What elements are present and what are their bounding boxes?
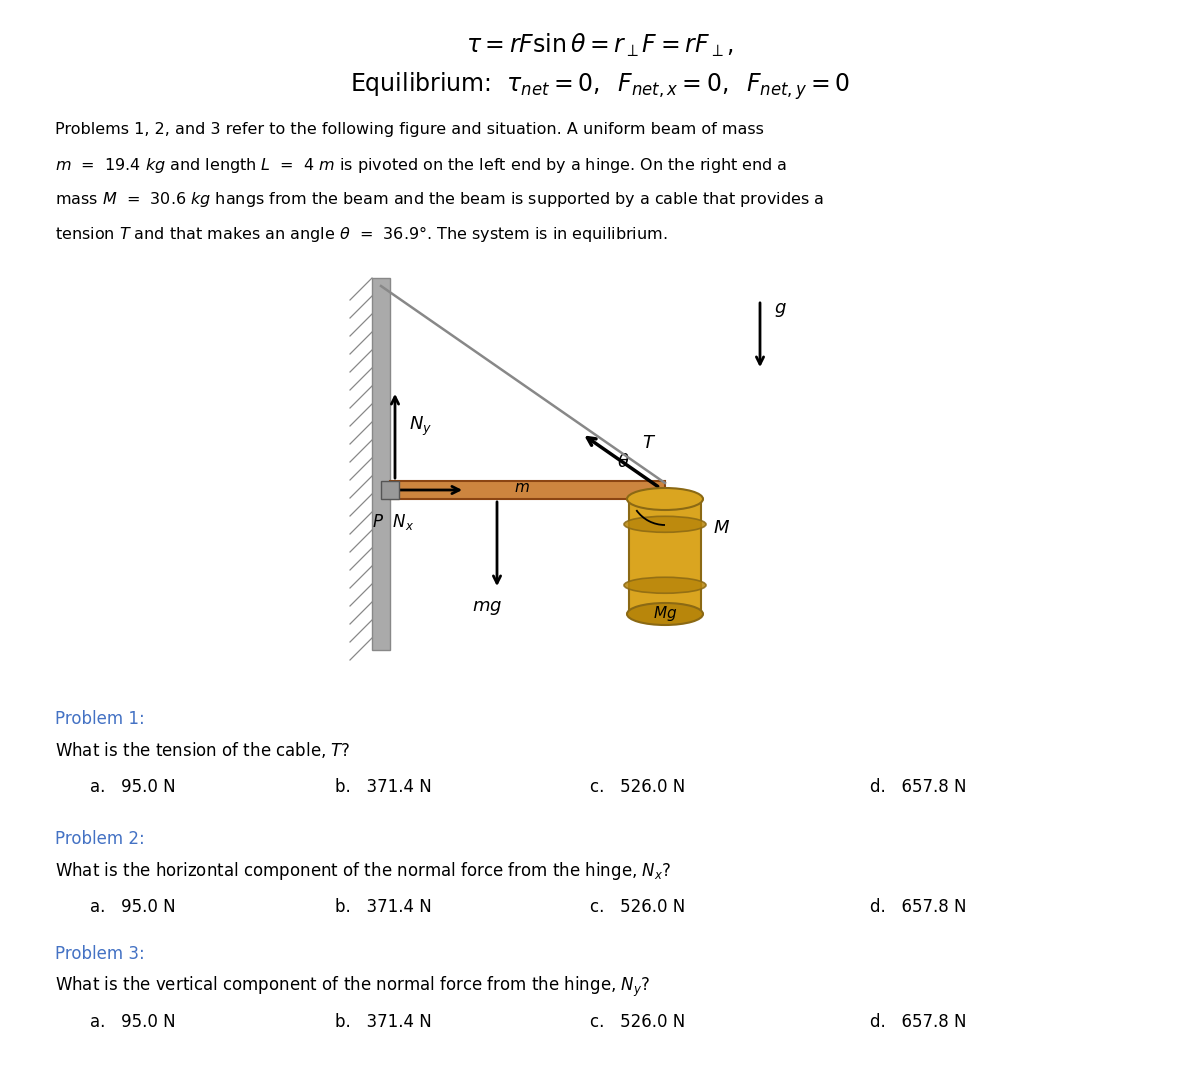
Bar <box>372 278 390 651</box>
Text: b.   371.4 N: b. 371.4 N <box>335 778 432 796</box>
Text: a.   95.0 N: a. 95.0 N <box>90 778 175 796</box>
Text: $m$  =  19.4 $kg$ and length $L$  =  4 $m$ is pivoted on the left end by a hinge: $m$ = 19.4 $kg$ and length $L$ = 4 $m$ i… <box>55 156 787 174</box>
Text: What is the vertical component of the normal force from the hinge, $N_y$?: What is the vertical component of the no… <box>55 975 650 999</box>
Text: Problem 2:: Problem 2: <box>55 830 145 848</box>
Text: $\tau = rF\sin\theta = r_{\perp}F = rF_{\perp},$: $\tau = rF\sin\theta = r_{\perp}F = rF_{… <box>466 32 734 59</box>
Text: $\theta$: $\theta$ <box>617 453 629 471</box>
Bar <box>390 481 665 499</box>
Text: Equilibrium:  $\tau_{net} = 0,\;\; F_{net,x} = 0,\;\; F_{net,y} = 0$: Equilibrium: $\tau_{net} = 0,\;\; F_{net… <box>350 70 850 101</box>
Ellipse shape <box>628 488 703 510</box>
Text: $m$: $m$ <box>514 480 530 495</box>
Text: $Mg$: $Mg$ <box>653 604 677 623</box>
Ellipse shape <box>624 577 706 593</box>
Text: c.   526.0 N: c. 526.0 N <box>590 898 685 917</box>
Text: $g$: $g$ <box>774 300 787 319</box>
Text: c.   526.0 N: c. 526.0 N <box>590 778 685 796</box>
Text: b.   371.4 N: b. 371.4 N <box>335 898 432 917</box>
Text: d.   657.8 N: d. 657.8 N <box>870 1013 966 1031</box>
Text: a.   95.0 N: a. 95.0 N <box>90 1013 175 1031</box>
Text: What is the tension of the cable, $T$?: What is the tension of the cable, $T$? <box>55 740 350 760</box>
Text: tension $T$ and that makes an angle $\theta$  =  36.9°. The system is in equilib: tension $T$ and that makes an angle $\th… <box>55 224 667 244</box>
Ellipse shape <box>624 516 706 532</box>
Text: c.   526.0 N: c. 526.0 N <box>590 1013 685 1031</box>
Text: $P$  $N_x$: $P$ $N_x$ <box>372 512 414 532</box>
Text: What is the horizontal component of the normal force from the hinge, $N_x$?: What is the horizontal component of the … <box>55 861 671 882</box>
Text: Problems 1, 2, and 3 refer to the following figure and situation. A uniform beam: Problems 1, 2, and 3 refer to the follow… <box>55 122 764 137</box>
Text: d.   657.8 N: d. 657.8 N <box>870 898 966 917</box>
Text: $T$: $T$ <box>642 434 656 452</box>
Text: Problem 1:: Problem 1: <box>55 710 145 728</box>
Text: d.   657.8 N: d. 657.8 N <box>870 778 966 796</box>
Text: Problem 3:: Problem 3: <box>55 945 145 963</box>
Text: b.   371.4 N: b. 371.4 N <box>335 1013 432 1031</box>
Text: $N_y$: $N_y$ <box>409 415 432 437</box>
Ellipse shape <box>628 603 703 625</box>
Text: mass $M$  =  30.6 $kg$ hangs from the beam and the beam is supported by a cable : mass $M$ = 30.6 $kg$ hangs from the beam… <box>55 190 824 209</box>
Text: $M$: $M$ <box>713 519 730 536</box>
Bar <box>629 499 701 614</box>
Text: a.   95.0 N: a. 95.0 N <box>90 898 175 917</box>
Bar <box>382 481 398 499</box>
Text: $mg$: $mg$ <box>472 599 502 617</box>
